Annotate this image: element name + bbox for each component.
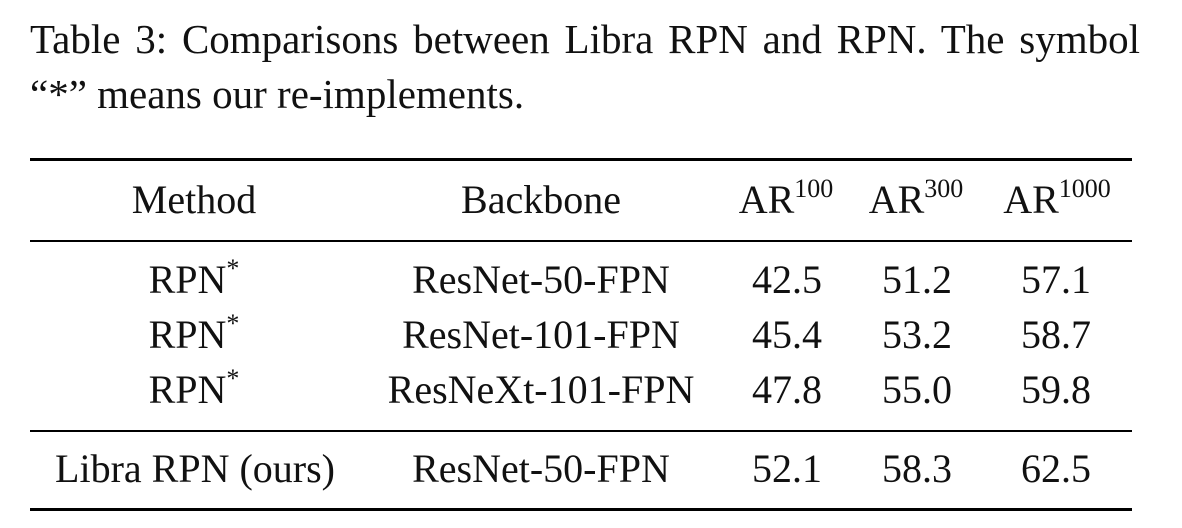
row-0-ar300: 51.2 [882,257,952,302]
row-2-method-text: RPN [148,367,227,412]
header-ar100-sup: 100 [794,174,834,203]
header-ar300-sup: 300 [924,174,964,203]
row-3-backbone: ResNet-50-FPN [412,446,670,491]
header-ar300: AR300 [869,176,964,224]
header-method-text: Method [131,177,257,222]
row-3-method: Libra RPN (ours) [55,446,335,491]
row-0-backbone: ResNet-50-FPN [412,257,670,302]
row-1-backbone: ResNet-101-FPN [402,312,680,357]
row-2-backbone: ResNeXt-101-FPN [387,367,695,412]
row-1-ar300: 53.2 [882,312,952,357]
row-1-method-sup: * [226,309,240,338]
row-0-ar1000: 57.1 [1021,257,1091,302]
row-3-ar100: 52.1 [752,446,822,491]
header-method: Method [132,176,256,224]
row-2-ar1000: 59.8 [1021,367,1091,412]
row-3-ar1000: 62.5 [1021,446,1091,491]
row-3-ar300: 58.3 [882,446,952,491]
header-ar1000: AR1000 [1003,176,1111,224]
row-2-ar300: 55.0 [882,367,952,412]
table-caption: Table 3: Comparisons between Libra RPN a… [30,16,1140,117]
row-0-ar100: 42.5 [752,257,822,302]
row-0-method: RPN* [149,256,240,304]
table-header-rule [30,240,1132,242]
row-2-ar100: 47.8 [752,367,822,412]
header-ar100: AR100 [739,176,834,224]
row-0-method-text: RPN [148,257,227,302]
table-bottom-rule [30,508,1132,511]
header-backbone: Backbone [461,176,621,224]
header-ar1000-sup: 1000 [1058,174,1111,203]
header-ar100-text: AR [738,177,795,222]
table-top-rule [30,158,1132,161]
header-ar300-text: AR [868,177,925,222]
header-backbone-text: Backbone [461,177,621,222]
row-2-method-sup: * [226,364,240,393]
row-1-method: RPN* [149,311,240,359]
row-1-method-text: RPN [148,312,227,357]
row-1-ar1000: 58.7 [1021,312,1091,357]
row-2-method: RPN* [149,366,240,414]
header-ar1000-text: AR [1003,177,1059,222]
row-1-ar100: 45.4 [752,312,822,357]
table-separator-rule [30,430,1132,432]
row-0-method-sup: * [226,254,240,283]
